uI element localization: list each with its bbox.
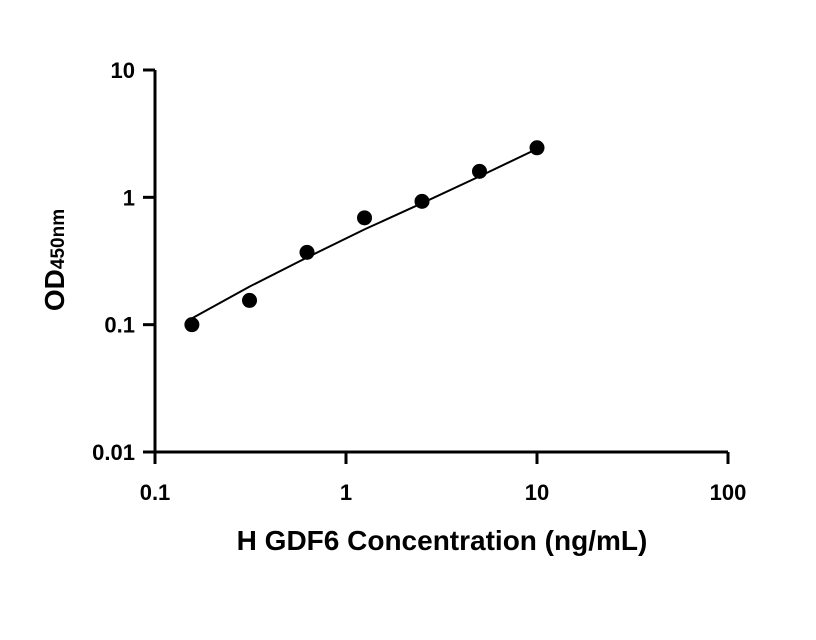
y-tick-label: 0.01 [92,440,135,465]
y-tick-label: 1 [123,185,135,210]
data-points [184,140,545,333]
x-tick-label: 10 [525,480,549,505]
y-axis-title-subscript: 450nm [48,209,69,269]
x-axis-title: H GDF6 Concentration (ng/mL) [237,525,648,556]
axes [143,68,730,464]
y-axis-title-main: OD [39,269,70,311]
data-point [529,140,545,156]
data-point [357,210,373,226]
y-axis-title: OD450nm [39,209,70,311]
x-tick-label: 0.1 [140,480,171,505]
data-point [299,244,315,260]
data-point [414,193,430,209]
data-point [472,163,488,179]
y-tick-label: 10 [111,58,135,83]
y-tick-label: 0.1 [104,313,135,338]
x-tick-label: 100 [710,480,747,505]
x-tick-label: 1 [340,480,352,505]
data-point [242,292,258,308]
data-point [184,317,200,333]
